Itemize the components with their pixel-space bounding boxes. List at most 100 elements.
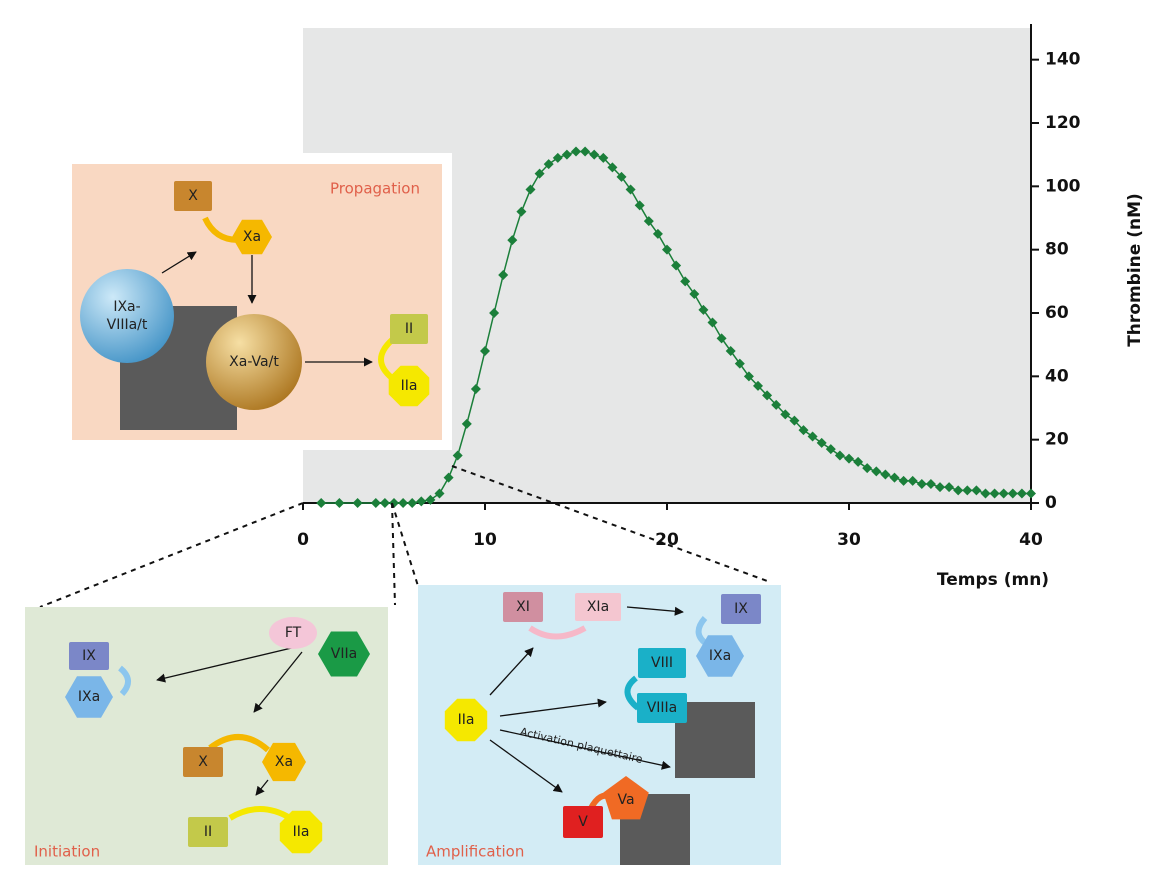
node-label: IXa (709, 648, 731, 664)
node-shape (563, 806, 603, 838)
data-point (507, 235, 518, 246)
data-point (725, 346, 736, 356)
arrow (624, 675, 640, 711)
node-label: Xa (243, 229, 261, 245)
data-point (971, 485, 982, 496)
node-shape (232, 219, 272, 255)
data-point (470, 384, 481, 394)
data-point (998, 488, 1009, 499)
data-point (1016, 488, 1027, 499)
panel-title: Propagation (330, 180, 420, 198)
data-point (962, 485, 973, 496)
x-tick-label: 0 (297, 530, 309, 550)
panel-title: Amplification (426, 843, 524, 861)
arrow (499, 729, 671, 770)
data-point (871, 466, 882, 477)
node-shape (603, 776, 649, 820)
node-label: IIa (458, 712, 475, 728)
data-point (834, 450, 845, 461)
arrow (489, 647, 534, 696)
y-tick-label: 0 (1045, 493, 1057, 513)
node-shape (183, 747, 223, 777)
node-shape (262, 742, 306, 782)
data-point (716, 333, 727, 344)
node-label: V (578, 814, 588, 830)
node-label: XI (516, 599, 530, 615)
arrow (208, 734, 270, 753)
node-shape (575, 593, 621, 621)
data-point (953, 485, 964, 496)
zoom-line (391, 502, 419, 587)
arrow (156, 645, 301, 683)
data-point (616, 171, 627, 182)
node-label: Xa (275, 754, 293, 770)
zoom-line (451, 465, 771, 583)
data-point (370, 498, 381, 508)
data-point (989, 488, 1000, 499)
node-label: VIIIa (647, 700, 678, 716)
data-point (316, 498, 327, 508)
data-point (743, 371, 754, 382)
y-tick-label: 20 (1045, 430, 1069, 450)
node-label: IXa (78, 689, 100, 705)
node-shape (318, 631, 370, 677)
panel-title: Initiation (34, 843, 100, 861)
y-tick-label: 120 (1045, 113, 1081, 133)
node-label: IIa (293, 824, 310, 840)
data-point (771, 399, 782, 410)
y-tick-label: 60 (1045, 303, 1069, 323)
data-point (589, 149, 600, 160)
arrow (499, 698, 607, 717)
x-tick-label: 30 (837, 530, 861, 550)
node-label: II (204, 824, 212, 840)
node-shape (637, 693, 687, 723)
data-point (598, 152, 609, 163)
data-point (461, 418, 472, 429)
data-point (1007, 488, 1018, 499)
data-point (762, 390, 773, 401)
y-axis-label: Thrombine (nM) (1125, 193, 1145, 347)
data-point (671, 260, 682, 271)
arrow (161, 251, 197, 274)
node-label: VIII (651, 655, 673, 671)
data-point (498, 270, 509, 280)
node-label: FT (285, 625, 302, 641)
data-point (807, 431, 818, 442)
x-axis-label: Temps (mn) (937, 570, 1049, 590)
data-point (844, 453, 854, 464)
data-point (643, 216, 654, 227)
x-tick-label: 10 (473, 530, 497, 550)
zoom-lines (39, 465, 771, 608)
data-point (525, 184, 536, 195)
arrow (253, 651, 303, 713)
data-point (925, 479, 936, 489)
node-label: IX (734, 601, 748, 617)
data-point (407, 498, 418, 508)
arrow (626, 606, 684, 616)
node-shape (65, 676, 113, 718)
data-point (552, 152, 563, 163)
node-shape (206, 314, 302, 410)
data-point (534, 168, 545, 179)
data-line (321, 150, 1031, 504)
node-label: IX (82, 648, 96, 664)
node-shape (721, 594, 761, 624)
data-point (379, 498, 390, 508)
data-point (452, 450, 463, 461)
arrow (489, 739, 563, 793)
data-point (707, 317, 718, 328)
data-point (689, 289, 700, 299)
node-shape (269, 617, 317, 649)
micrograph (675, 702, 755, 778)
data-point (898, 475, 909, 486)
data-point (571, 146, 581, 157)
node-label: X (188, 188, 198, 204)
data-point (753, 380, 763, 391)
data-point (734, 358, 745, 369)
node-shape (69, 642, 109, 670)
data-point (816, 437, 827, 448)
data-point (543, 159, 554, 170)
arrow (228, 806, 292, 821)
data-point (935, 482, 945, 493)
